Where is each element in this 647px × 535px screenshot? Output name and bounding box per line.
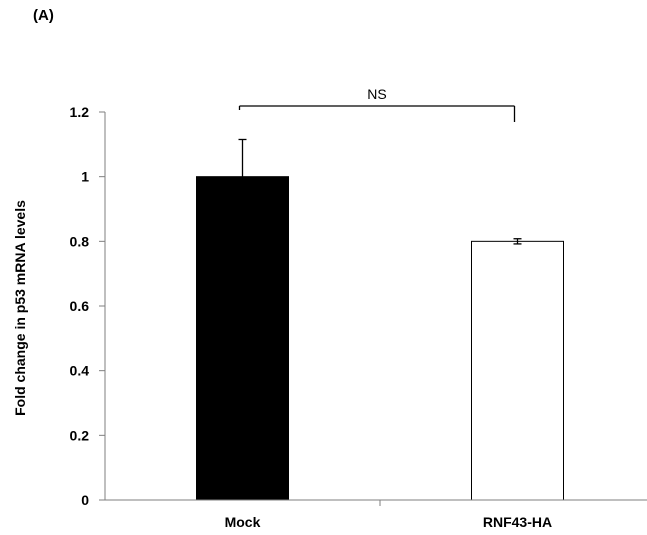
x-tick-label: RNF43-HA (483, 514, 552, 530)
axes-group (104, 112, 647, 506)
significance-label: NS (367, 86, 386, 102)
significance-group: NS (238, 86, 516, 122)
y-tick-label: 0.4 (70, 363, 90, 379)
y-tick-label: 0 (81, 492, 89, 508)
panel-label: (A) (33, 7, 54, 24)
bars-group (196, 176, 564, 501)
y-ticks-group: 0 0.2 0.4 0.6 0.8 1 1.2 (70, 104, 105, 508)
y-tick-label: 1 (81, 169, 89, 185)
y-tick-label: 0.8 (70, 233, 90, 249)
y-tick-label: 0.6 (70, 298, 90, 314)
y-axis-label: Fold change in p53 mRNA levels (12, 200, 28, 416)
y-tick-label: 1.2 (70, 104, 90, 120)
bar-mock (196, 176, 289, 501)
x-labels-group: Mock RNF43-HA (225, 514, 553, 530)
bar-rnf43-ha (471, 240, 564, 501)
x-tick-label: Mock (225, 514, 261, 530)
error-bars-group (238, 138, 522, 245)
y-tick-label: 0.2 (70, 427, 90, 443)
